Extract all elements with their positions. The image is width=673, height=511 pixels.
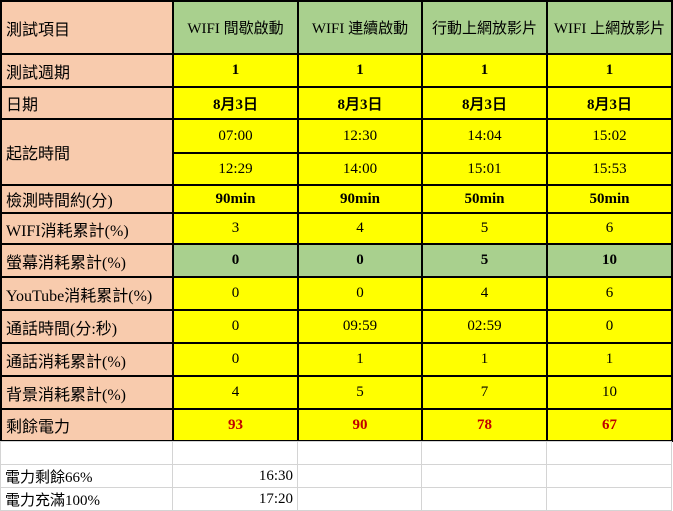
table-row: 檢測時間約(分) 90min 90min 50min 50min xyxy=(0,184,673,214)
value-cell[interactable]: 1 xyxy=(546,342,673,377)
empty-cell[interactable] xyxy=(0,441,173,465)
end-time-cell[interactable]: 12:29 xyxy=(172,152,299,186)
value-cell[interactable]: 50min xyxy=(421,184,548,214)
row-label-cell[interactable]: WIFI消耗累計(%) xyxy=(0,212,174,245)
table-row: 日期 8月3日 8月3日 8月3日 8月3日 xyxy=(0,86,673,120)
column-header-cell[interactable]: WIFI 上網放影片 xyxy=(546,0,673,55)
value-cell[interactable]: 6 xyxy=(546,212,673,245)
value-cell[interactable]: 0 xyxy=(172,309,299,344)
row-label-cell[interactable]: 背景消耗累計(%) xyxy=(0,375,174,410)
table-row: 通話時間(分:秒) 0 09:59 02:59 0 xyxy=(0,309,673,344)
table-row: 背景消耗累計(%) 4 5 7 10 xyxy=(0,375,673,410)
value-cell[interactable]: 8月3日 xyxy=(546,86,673,120)
value-cell[interactable]: 67 xyxy=(546,408,673,442)
note-row: 電力充滿100% 17:20 xyxy=(0,487,672,511)
row-label-cell[interactable]: 剩餘電力 xyxy=(0,408,174,442)
value-cell[interactable]: 0 xyxy=(297,243,423,278)
note-label-cell[interactable]: 電力充滿100% xyxy=(0,487,173,511)
empty-cell[interactable] xyxy=(297,487,422,511)
end-time-cell[interactable]: 15:53 xyxy=(546,152,673,186)
row-label-cell[interactable]: 檢測時間約(分) xyxy=(0,184,174,214)
value-cell[interactable]: 90min xyxy=(297,184,423,214)
row-label-cell[interactable]: 日期 xyxy=(0,86,174,120)
table-row: 剩餘電力 93 90 78 67 xyxy=(0,408,673,442)
value-cell[interactable]: 7 xyxy=(421,375,548,410)
value-cell[interactable]: 78 xyxy=(421,408,548,442)
row-label-cell[interactable]: 起訖時間 xyxy=(0,118,174,186)
row-label-cell[interactable]: YouTube消耗累計(%) xyxy=(0,276,174,311)
empty-cell[interactable] xyxy=(546,441,672,465)
note-time-cell[interactable]: 16:30 xyxy=(172,464,298,488)
value-cell[interactable]: 4 xyxy=(297,212,423,245)
value-cell[interactable]: 0 xyxy=(546,309,673,344)
empty-cell[interactable] xyxy=(546,487,672,511)
value-cell[interactable]: 1 xyxy=(421,342,548,377)
empty-cell[interactable] xyxy=(421,487,547,511)
row-label-cell[interactable]: 通話消耗累計(%) xyxy=(0,342,174,377)
table-row: 12:29 14:00 15:01 15:53 xyxy=(1,152,673,186)
end-time-cell[interactable]: 14:00 xyxy=(297,152,423,186)
row-label-cell[interactable]: 螢幕消耗累計(%) xyxy=(0,243,174,278)
value-cell[interactable]: 90min xyxy=(172,184,299,214)
value-cell[interactable]: 8月3日 xyxy=(421,86,548,120)
start-time-cell[interactable]: 07:00 xyxy=(172,118,299,154)
empty-cell[interactable] xyxy=(297,441,422,465)
value-cell[interactable]: 4 xyxy=(172,375,299,410)
empty-cell[interactable] xyxy=(421,441,547,465)
value-cell[interactable]: 5 xyxy=(421,243,548,278)
value-cell[interactable]: 1 xyxy=(421,53,548,88)
value-cell[interactable]: 93 xyxy=(172,408,299,442)
value-cell[interactable]: 0 xyxy=(172,243,299,278)
results-table: 測試項目 WIFI 間歇啟動 WIFI 連續啟動 行動上網放影片 WIFI 上網放影片測… xyxy=(0,0,673,442)
end-time-cell[interactable]: 15:01 xyxy=(421,152,548,186)
value-cell[interactable]: 02:59 xyxy=(421,309,548,344)
table-row: 起訖時間 07:00 12:30 14:04 15:02 xyxy=(0,118,673,186)
column-header-cell[interactable]: WIFI 間歇啟動 xyxy=(172,0,299,55)
value-cell[interactable]: 09:59 xyxy=(297,309,423,344)
column-header-cell[interactable]: WIFI 連續啟動 xyxy=(297,0,423,55)
value-cell[interactable]: 1 xyxy=(546,53,673,88)
row-label-cell[interactable]: 通話時間(分:秒) xyxy=(0,309,174,344)
value-cell[interactable]: 50min xyxy=(546,184,673,214)
value-cell[interactable]: 0 xyxy=(297,276,423,311)
table-row: YouTube消耗累計(%) 0 0 4 6 xyxy=(0,276,673,311)
value-cell[interactable]: 8月3日 xyxy=(297,86,423,120)
value-cell[interactable]: 3 xyxy=(172,212,299,245)
value-cell[interactable]: 0 xyxy=(172,276,299,311)
value-cell[interactable]: 0 xyxy=(172,342,299,377)
empty-cell[interactable] xyxy=(421,464,547,488)
empty-cell[interactable] xyxy=(546,464,672,488)
start-time-cell[interactable]: 12:30 xyxy=(297,118,423,154)
table-row: 測試週期 1 1 1 1 xyxy=(0,53,673,88)
value-cell[interactable]: 10 xyxy=(546,375,673,410)
value-cell[interactable]: 4 xyxy=(421,276,548,311)
empty-cell[interactable] xyxy=(172,441,298,465)
note-label-cell[interactable]: 電力剩餘66% xyxy=(0,464,173,488)
start-time-cell[interactable]: 15:02 xyxy=(546,118,673,154)
note-row: 電力剩餘66% 16:30 xyxy=(0,464,672,488)
row-label-cell[interactable]: 測試週期 xyxy=(0,53,174,88)
value-cell[interactable]: 5 xyxy=(421,212,548,245)
notes-table: 電力剩餘66% 16:30 電力充滿100% 17:20 xyxy=(0,441,672,511)
value-cell[interactable]: 8月3日 xyxy=(172,86,299,120)
header-row: 測試項目 WIFI 間歇啟動 WIFI 連續啟動 行動上網放影片 WIFI 上網放影片 xyxy=(0,0,673,55)
note-time-cell[interactable]: 17:20 xyxy=(172,487,298,511)
start-time-cell[interactable]: 14:04 xyxy=(421,118,548,154)
empty-row xyxy=(0,441,672,465)
value-cell[interactable]: 1 xyxy=(172,53,299,88)
value-cell[interactable]: 90 xyxy=(297,408,423,442)
value-cell[interactable]: 1 xyxy=(297,53,423,88)
table-row: 螢幕消耗累計(%) 0 0 5 10 xyxy=(0,243,673,278)
empty-cell[interactable] xyxy=(297,464,422,488)
value-cell[interactable]: 1 xyxy=(297,342,423,377)
table-row: WIFI消耗累計(%) 3 4 5 6 xyxy=(0,212,673,245)
value-cell[interactable]: 6 xyxy=(546,276,673,311)
value-cell[interactable]: 10 xyxy=(546,243,673,278)
value-cell[interactable]: 5 xyxy=(297,375,423,410)
column-header-cell[interactable]: 行動上網放影片 xyxy=(421,0,548,55)
header-label-cell[interactable]: 測試項目 xyxy=(0,0,174,55)
table-row: 通話消耗累計(%) 0 1 1 1 xyxy=(0,342,673,377)
